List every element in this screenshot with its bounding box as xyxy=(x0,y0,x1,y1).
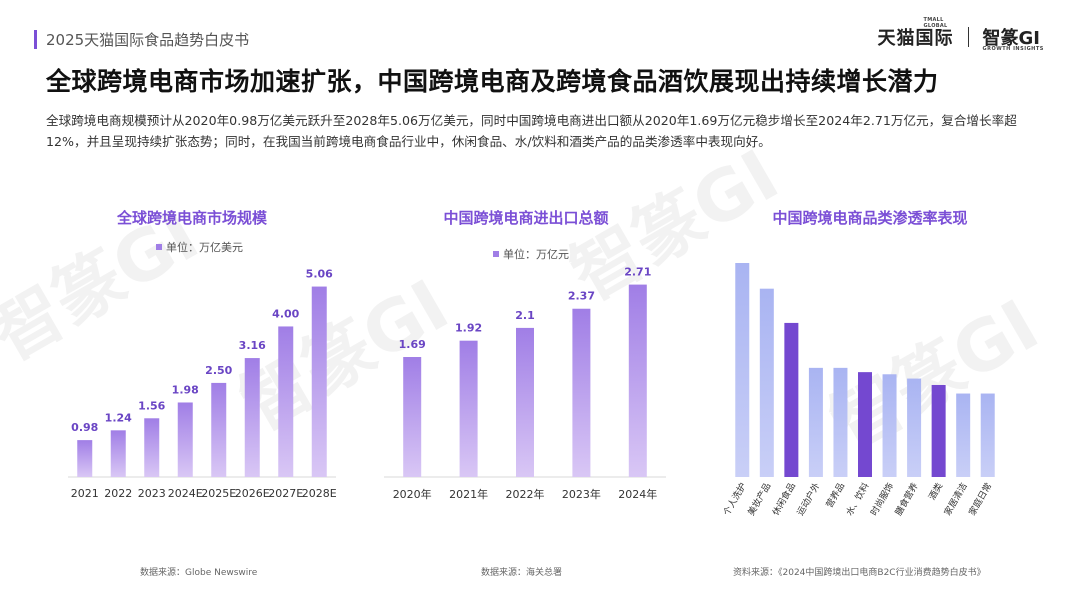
zhizhuan-gi-subtitle: GROWTH INSIGHTS xyxy=(982,46,1044,52)
header-accent-bar xyxy=(34,30,37,49)
x-tick-label: 个人洗护 xyxy=(720,481,748,518)
bar xyxy=(808,367,823,477)
x-tick-label: 膳食营养 xyxy=(892,481,920,518)
x-tick-label: 2022年 xyxy=(506,487,545,501)
document-title: 2025天猫国际食品趋势白皮书 xyxy=(46,31,250,49)
x-tick-label: 2023年 xyxy=(562,487,601,501)
tmall-global-name: 天猫国际 xyxy=(877,28,954,49)
bar xyxy=(177,402,193,477)
legend-label: 单位：万亿元 xyxy=(503,247,569,261)
x-tick-label: 2020年 xyxy=(393,487,432,501)
summary-paragraph: 全球跨境电商规模预计从2020年0.98万亿美元跃升至2028年5.06万亿美元… xyxy=(46,113,1017,149)
bar xyxy=(144,418,160,477)
x-tick-label: 家庭日常 xyxy=(966,481,994,518)
data-label: 2.37 xyxy=(568,290,595,303)
x-tick-label: 2025E xyxy=(201,487,236,500)
chart-title: 中国跨境电商品类渗透率表现 xyxy=(772,209,967,227)
bar xyxy=(516,327,534,477)
bar xyxy=(110,430,126,477)
chart-title: 中国跨境电商进出口总额 xyxy=(443,209,608,227)
bar xyxy=(244,358,260,477)
data-label: 2.71 xyxy=(624,266,651,279)
data-label: 1.98 xyxy=(172,383,199,396)
x-tick-label: 休闲食品 xyxy=(770,481,798,518)
bar xyxy=(931,384,946,477)
legend-label: 单位：万亿美元 xyxy=(166,240,243,254)
x-tick-label: 水、饮料 xyxy=(843,481,871,518)
tmall-global-subtitle: TMALL GLOBAL xyxy=(923,17,948,29)
tmall-global-logo: 天猫国际 TMALL GLOBAL xyxy=(877,17,954,50)
x-tick-label: 2021年 xyxy=(449,487,488,501)
x-tick-label: 2027E xyxy=(268,487,303,500)
x-tick-label: 2023 xyxy=(138,487,166,500)
x-tick-label: 酒类 xyxy=(926,481,945,503)
x-tick-label: 运动户外 xyxy=(794,481,822,518)
x-tick-label: 2024E xyxy=(168,487,203,500)
brand-logos: 天猫国际 TMALL GLOBAL 智篆GI GROWTH INSIGHTS xyxy=(877,17,1044,52)
bar xyxy=(980,393,995,477)
bar xyxy=(833,367,848,477)
bar xyxy=(784,322,799,477)
data-label: 4.00 xyxy=(272,307,299,320)
bar xyxy=(278,326,294,477)
data-label: 1.69 xyxy=(399,338,426,351)
bar xyxy=(882,374,897,477)
bar xyxy=(735,263,750,477)
brand-divider xyxy=(967,27,969,47)
bar xyxy=(628,284,647,477)
data-label: 1.56 xyxy=(138,399,165,412)
data-label: 5.06 xyxy=(306,268,333,281)
legend-swatch xyxy=(493,251,499,257)
bar xyxy=(459,340,478,477)
bar xyxy=(311,286,327,477)
data-label: 3.16 xyxy=(239,339,266,352)
zhizhuan-gi-name: 智篆GI xyxy=(982,28,1040,49)
source-note: 资料来源：《2024中国跨境出口电商B2C行业消费趋势白皮书》 xyxy=(733,566,986,578)
zhizhuan-gi-logo: 智篆GI GROWTH INSIGHTS xyxy=(982,24,1044,52)
bar xyxy=(77,440,93,477)
data-label: 0.98 xyxy=(71,421,98,434)
data-label: 1.92 xyxy=(455,322,482,335)
bar xyxy=(759,288,774,477)
bar xyxy=(572,308,591,477)
page-title: 全球跨境电商市场加速扩张，中国跨境电商及跨境食品酒饮展现出持续增长潜力 xyxy=(46,67,939,96)
x-tick-label: 2024年 xyxy=(618,487,657,501)
data-label: 2.1 xyxy=(515,309,535,322)
x-tick-label: 2026E xyxy=(235,487,270,500)
bar xyxy=(403,357,422,477)
x-tick-label: 2022 xyxy=(104,487,132,500)
x-tick-label: 2021 xyxy=(71,487,99,500)
data-label: 1.24 xyxy=(105,411,132,424)
x-tick-label: 家居清洁 xyxy=(941,481,969,518)
legend-swatch xyxy=(156,244,162,250)
x-tick-label: 营养品 xyxy=(823,481,847,510)
bar xyxy=(858,372,872,477)
x-tick-label: 美妆产品 xyxy=(745,481,773,518)
chart-title: 全球跨境电商市场规模 xyxy=(116,209,268,227)
data-label: 2.50 xyxy=(205,364,232,377)
bar xyxy=(956,393,971,477)
bar xyxy=(907,378,922,477)
x-tick-label: 2028E xyxy=(302,487,337,500)
bar xyxy=(211,382,227,477)
source-note: 数据来源：Globe Newswire xyxy=(140,566,258,578)
x-tick-label: 时尚服饰 xyxy=(868,481,896,518)
source-note: 数据来源：海关总署 xyxy=(481,566,562,578)
